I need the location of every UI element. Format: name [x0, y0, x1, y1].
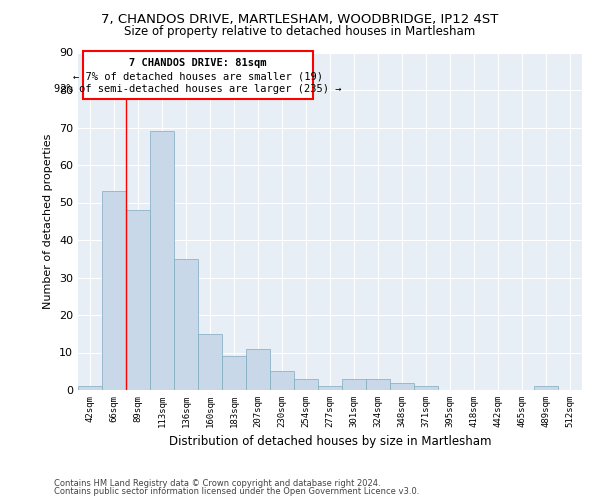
Text: 7, CHANDOS DRIVE, MARTLESHAM, WOODBRIDGE, IP12 4ST: 7, CHANDOS DRIVE, MARTLESHAM, WOODBRIDGE… — [101, 12, 499, 26]
FancyBboxPatch shape — [83, 50, 313, 100]
Bar — [150, 131, 174, 390]
Text: Contains public sector information licensed under the Open Government Licence v3: Contains public sector information licen… — [54, 487, 419, 496]
Text: Size of property relative to detached houses in Martlesham: Size of property relative to detached ho… — [124, 25, 476, 38]
Bar — [318, 386, 342, 390]
Text: Contains HM Land Registry data © Crown copyright and database right 2024.: Contains HM Land Registry data © Crown c… — [54, 478, 380, 488]
Bar — [198, 334, 222, 390]
Bar — [342, 379, 366, 390]
Bar — [294, 379, 318, 390]
Bar — [174, 259, 198, 390]
Bar — [534, 386, 558, 390]
Bar — [222, 356, 246, 390]
Text: ← 7% of detached houses are smaller (19): ← 7% of detached houses are smaller (19) — [73, 71, 323, 81]
Bar — [78, 386, 102, 390]
Bar — [246, 349, 270, 390]
X-axis label: Distribution of detached houses by size in Martlesham: Distribution of detached houses by size … — [169, 436, 491, 448]
Bar — [102, 191, 126, 390]
Y-axis label: Number of detached properties: Number of detached properties — [43, 134, 53, 309]
Bar — [366, 379, 390, 390]
Bar — [270, 371, 294, 390]
Text: 92% of semi-detached houses are larger (235) →: 92% of semi-detached houses are larger (… — [54, 84, 342, 94]
Text: 7 CHANDOS DRIVE: 81sqm: 7 CHANDOS DRIVE: 81sqm — [129, 58, 267, 68]
Bar — [414, 386, 438, 390]
Bar — [390, 382, 414, 390]
Bar — [126, 210, 150, 390]
